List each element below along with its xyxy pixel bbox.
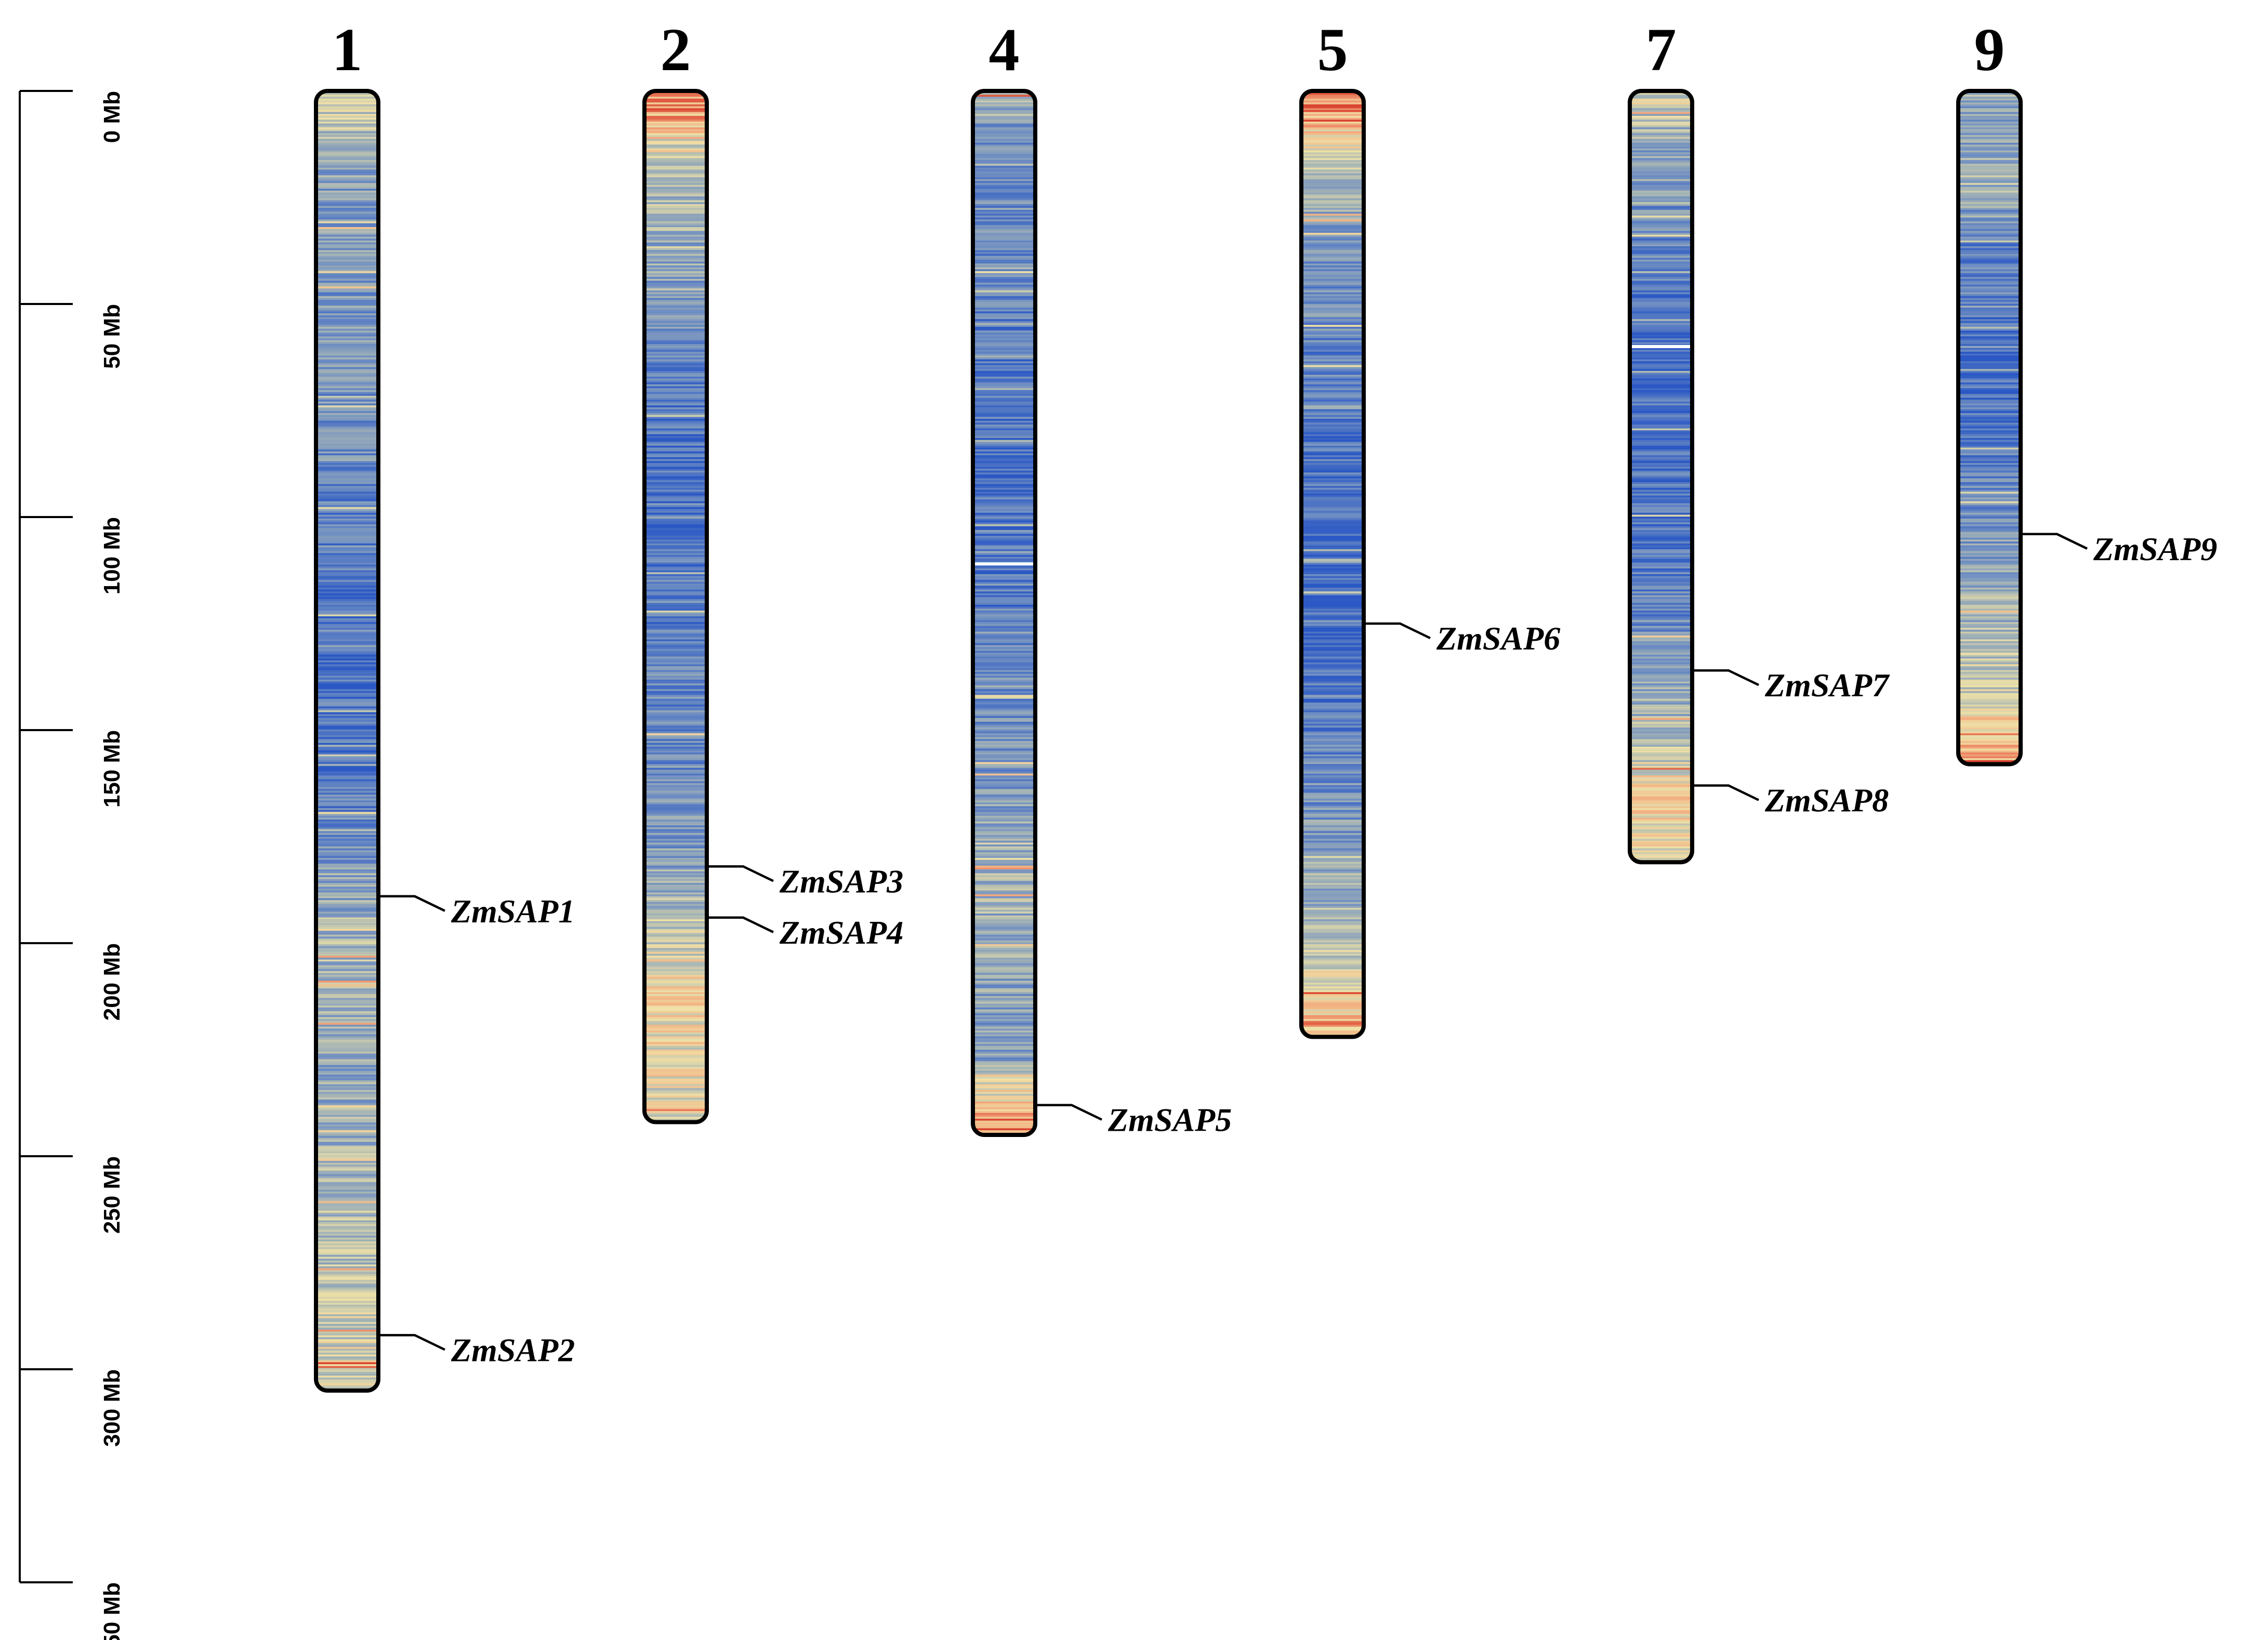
gene-label: ZmSAP5	[1107, 1102, 1232, 1139]
gene-leader-line	[707, 865, 774, 882]
gene-leader-line	[378, 895, 445, 912]
chromosome-outline	[1956, 89, 2023, 766]
gene-leader-line	[1364, 622, 1431, 640]
density-bands	[644, 91, 707, 1122]
gene-leader-line	[378, 1334, 445, 1351]
chromosome-number: 2	[661, 16, 691, 84]
chromosome-outline	[642, 89, 709, 1125]
chromosome-5: 5 ZmSAP6	[1299, 16, 1560, 1039]
chromosome-outline	[1628, 89, 1694, 865]
scale-bar: 0 Mb 50 Mb 100 Mb 150 Mb 200 Mb 250 Mb 300 Mb 3…	[19, 90, 125, 1640]
chromosome-7: 7 ZmSAP7 ZmSAP8	[1628, 16, 1890, 865]
chromosome-number: 4	[989, 16, 1020, 84]
scale-tick-label: 100 Mb	[99, 517, 125, 594]
scale-tick-label: 50 Mb	[99, 304, 125, 369]
gene-leader-line	[1692, 784, 1759, 801]
scale-tick-label: 0 Mb	[99, 91, 125, 143]
chromosome-outline	[1299, 89, 1366, 1039]
gene-label: ZmSAP2	[451, 1331, 575, 1368]
gene-leader-line	[1692, 669, 1759, 686]
scale-tick-label: 350 Mb	[99, 1582, 125, 1640]
gene-label: ZmSAP3	[779, 863, 903, 900]
chromosome-group: 1 ZmSAP1 ZmSAP2 2 ZmSAP3 ZmSAP4 4 ZmSAP5 5 ZmSAP6…	[314, 16, 2217, 1393]
chromosome-number: 1	[332, 16, 363, 84]
chromosome-1: 1 ZmSAP1 ZmSAP2	[314, 16, 575, 1393]
centromere-gap	[1630, 345, 1692, 348]
chromosome-outline	[314, 89, 380, 1393]
chromosome-9: 9 ZmSAP9	[1956, 16, 2217, 766]
gene-label: ZmSAP8	[1764, 782, 1889, 819]
gene-label: ZmSAP6	[1436, 620, 1560, 657]
centromere-gap	[973, 562, 1035, 566]
chromosome-number: 9	[1974, 16, 2005, 84]
scale-tick-label: 250 Mb	[99, 1156, 125, 1234]
gene-label: ZmSAP7	[1764, 667, 1890, 704]
gene-leader-line	[2021, 533, 2088, 550]
density-bands	[973, 91, 1035, 1135]
chromosome-number: 7	[1646, 16, 1677, 84]
density-bands	[1958, 91, 2021, 764]
scale-tick-label: 300 Mb	[99, 1369, 125, 1447]
gene-label: ZmSAP1	[451, 893, 575, 930]
gene-leader-line	[1035, 1104, 1102, 1121]
gene-label: ZmSAP9	[2093, 531, 2217, 567]
scale-tick-label: 150 Mb	[99, 730, 125, 808]
chromosome-4: 4 ZmSAP5	[971, 16, 1232, 1139]
gene-leader-line	[707, 916, 774, 933]
chromosome-outline	[971, 89, 1037, 1137]
density-bands	[1630, 91, 1692, 863]
chromosome-number: 5	[1317, 16, 1348, 84]
density-bands	[316, 91, 378, 1391]
scale-tick-label: 200 Mb	[99, 943, 125, 1021]
density-bands	[1301, 91, 1364, 1037]
gene-label: ZmSAP4	[779, 914, 903, 951]
chromosome-2: 2 ZmSAP3 ZmSAP4	[642, 16, 903, 1125]
